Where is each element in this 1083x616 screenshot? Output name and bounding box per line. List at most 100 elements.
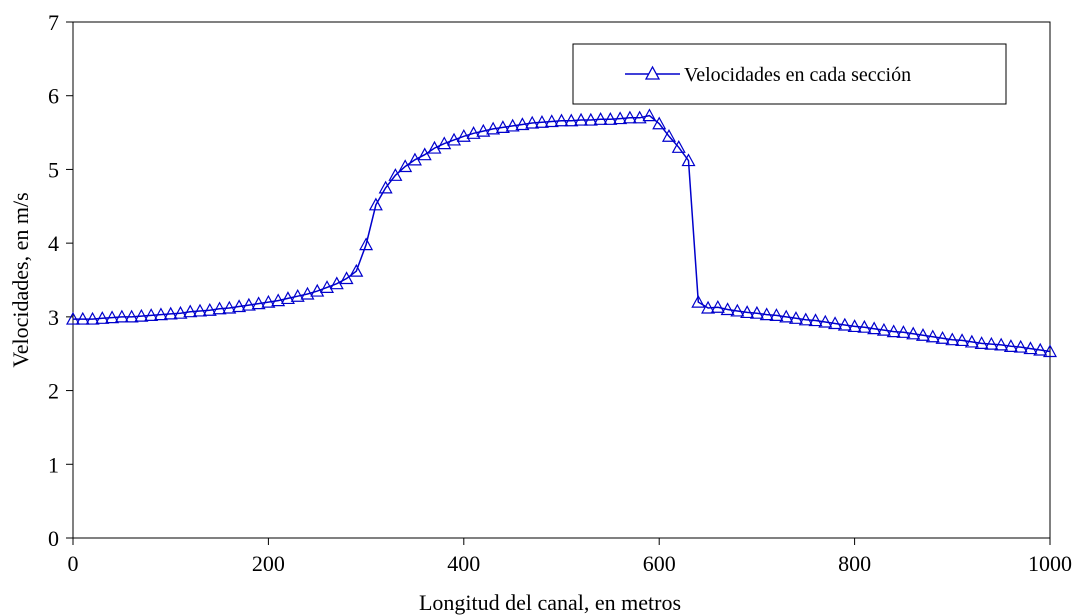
data-point (808, 313, 823, 327)
data-point (368, 197, 383, 211)
data-point (95, 311, 110, 324)
data-point (290, 288, 305, 302)
data-point (349, 263, 364, 277)
data-point (740, 305, 755, 319)
data-point (1003, 339, 1018, 352)
data-point (320, 280, 335, 293)
data-point (720, 302, 735, 316)
data-point (749, 305, 764, 319)
y-axis: 0 1 2 3 4 5 6 7 (48, 10, 73, 551)
y-tick-label: 7 (48, 10, 59, 35)
data-point (837, 317, 852, 331)
data-point (818, 314, 833, 328)
data-point (251, 296, 266, 310)
data-point (701, 300, 716, 314)
data-point (964, 334, 979, 348)
data-point (447, 132, 462, 146)
y-tick-label: 5 (48, 157, 59, 182)
data-point (407, 152, 422, 166)
data-point (1042, 344, 1058, 358)
data-point (192, 303, 208, 317)
data-point (671, 140, 686, 153)
data-point (661, 129, 676, 142)
data-point (241, 297, 256, 311)
data-point (974, 336, 989, 349)
data-point (388, 168, 403, 181)
data-point (642, 108, 657, 122)
data-point (554, 113, 569, 127)
x-axis: 0 200 400 600 800 1000 (68, 538, 1072, 576)
data-point (437, 136, 452, 150)
data-point (271, 293, 286, 307)
data-point (622, 110, 637, 124)
data-point (173, 305, 188, 319)
data-point (232, 299, 247, 313)
data-point (398, 159, 413, 173)
x-tick-label: 1000 (1028, 551, 1072, 576)
data-point (456, 129, 471, 142)
x-tick-label: 200 (252, 551, 285, 576)
data-point (339, 271, 354, 285)
data-point (955, 333, 970, 347)
data-point (359, 237, 374, 251)
data-point (476, 123, 491, 137)
data-point (261, 294, 276, 308)
data-point (994, 337, 1009, 351)
data-point (75, 311, 90, 325)
data-point (544, 114, 559, 128)
data-point (153, 307, 168, 321)
data-point (759, 307, 774, 321)
data-point (525, 115, 540, 129)
data-point (65, 311, 81, 325)
data-point (603, 112, 618, 125)
data-point (710, 300, 725, 313)
data-point (183, 304, 198, 318)
data-point (124, 309, 139, 323)
data-point (691, 294, 706, 308)
x-tick-label: 800 (838, 551, 871, 576)
data-point (681, 153, 696, 167)
x-tick-label: 400 (447, 551, 480, 576)
data-point (730, 303, 745, 317)
y-tick-label: 4 (48, 231, 59, 256)
data-point (876, 322, 891, 336)
data-point (632, 110, 647, 124)
data-point (486, 121, 501, 135)
y-tick-label: 6 (48, 84, 59, 109)
data-point (144, 308, 159, 321)
data-point (505, 118, 520, 132)
data-point (867, 321, 882, 335)
data-point (564, 113, 579, 127)
data-point (280, 291, 295, 305)
data-point (613, 111, 628, 125)
data-point (329, 276, 344, 290)
legend-label: Velocidades en cada sección (684, 64, 911, 86)
data-point (857, 319, 872, 333)
data-point (906, 326, 921, 340)
data-point (105, 310, 120, 324)
data-point (583, 112, 598, 126)
data-point (495, 120, 510, 134)
data-point (134, 308, 149, 322)
plot-area (72, 21, 1051, 539)
data-point (1013, 339, 1028, 353)
data-point (798, 312, 813, 326)
data-point (515, 117, 530, 131)
y-tick-label: 1 (48, 452, 59, 477)
data-point (212, 301, 227, 315)
data-point (779, 309, 794, 323)
data-point (1033, 342, 1048, 356)
data-point (769, 308, 784, 321)
data-point (984, 336, 999, 350)
x-axis-label: Longitud del canal, en metros (419, 590, 681, 615)
data-point (847, 319, 862, 333)
data-point (534, 114, 549, 128)
y-axis-label: Velocidades, en m/s (8, 192, 33, 367)
data-point (163, 306, 178, 320)
legend-marker (644, 65, 661, 80)
data-point (652, 116, 667, 130)
data-point (896, 325, 911, 338)
y-tick-label: 0 (48, 526, 59, 551)
y-tick-label: 2 (48, 379, 59, 404)
